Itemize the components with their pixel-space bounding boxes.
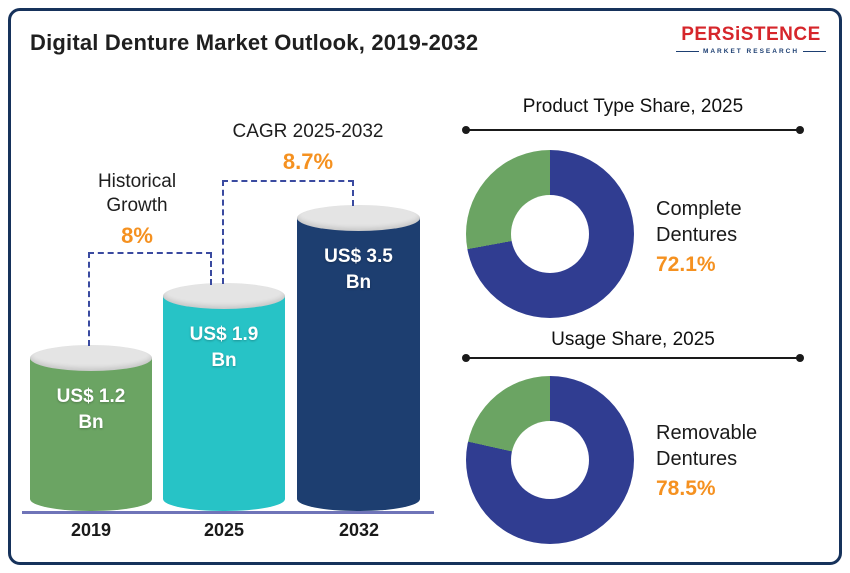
bar-2019-value-label: US$ 1.2 Bn — [30, 384, 152, 435]
bar-2025-value-line2: Bn — [211, 349, 237, 371]
tagline-rule-left — [676, 51, 699, 52]
brand-logo: PERSiSTENCE MARKET RESEARCH — [676, 24, 826, 55]
historical-growth-annotation: Historical Growth 8% — [62, 170, 212, 249]
bar-2019-value-line1: US$ 1.2 — [56, 386, 126, 407]
divider-dot-right — [796, 126, 804, 134]
divider-dot-right — [796, 354, 804, 362]
bar-2025-value-line1: US$ 1.9 — [189, 324, 259, 345]
page-title: Digital Denture Market Outlook, 2019-203… — [30, 30, 479, 55]
historical-growth-bracket-line — [88, 252, 212, 254]
usage-share-callout-line1: Removable — [656, 422, 758, 444]
bar-2032-value-line1: US$ 3.5 — [324, 246, 393, 267]
product-type-donut-chart — [466, 150, 634, 318]
historical-growth-value: 8% — [121, 222, 153, 248]
x-tick-2032: 2032 — [338, 520, 380, 540]
product-type-divider — [468, 129, 798, 131]
usage-share-heading: Usage Share, 2025 — [551, 329, 715, 350]
x-tick-2019: 2019 — [70, 520, 112, 540]
brand-tagline: MARKET RESEARCH — [702, 48, 800, 55]
bar-2019-value-line2: Bn — [78, 411, 104, 433]
brand-tagline-row: MARKET RESEARCH — [676, 48, 826, 55]
usage-share-value: 78.5% — [656, 477, 716, 500]
historical-growth-bracket-left — [88, 252, 90, 346]
bar-2032: US$ 3.5 Bn — [297, 205, 420, 511]
x-axis-baseline — [22, 511, 434, 514]
historical-growth-label-line1: Historical — [97, 171, 177, 192]
bar-2032-value-label: US$ 3.5 Bn — [297, 244, 420, 295]
product-type-share-heading: Product Type Share, 2025 — [522, 96, 744, 117]
cagr-annotation: CAGR 2025-2032 8.7% — [218, 120, 398, 175]
product-type-callout-line1: Complete — [656, 198, 742, 220]
cagr-label: CAGR 2025-2032 — [232, 121, 384, 142]
historical-growth-label-line2: Growth — [106, 194, 168, 216]
cagr-value: 8.7% — [282, 148, 334, 174]
cagr-bracket-left — [222, 180, 224, 284]
usage-share-donut-chart — [466, 376, 634, 544]
tagline-rule-right — [803, 51, 826, 52]
cagr-bracket-line — [222, 180, 354, 182]
usage-share-divider — [468, 357, 798, 359]
historical-growth-bracket-right — [210, 252, 212, 285]
divider-dot-left — [462, 354, 470, 362]
x-tick-2025: 2025 — [203, 520, 245, 540]
usage-share-callout-line2: Dentures — [656, 448, 738, 470]
product-type-share-value: 72.1% — [656, 253, 716, 276]
cagr-bracket-right — [352, 180, 354, 206]
divider-dot-left — [462, 126, 470, 134]
usage-share-callout: Removable Dentures 78.5% — [656, 420, 816, 502]
bar-2019: US$ 1.2 Bn — [30, 345, 152, 511]
bar-2025: US$ 1.9 Bn — [163, 283, 285, 511]
product-type-callout: Complete Dentures 72.1% — [656, 196, 816, 278]
brand-name: PERSiSTENCE — [681, 24, 821, 45]
product-type-callout-line2: Dentures — [656, 224, 738, 246]
bar-2032-value-line2: Bn — [345, 271, 372, 293]
bar-2025-value-label: US$ 1.9 Bn — [163, 322, 285, 373]
